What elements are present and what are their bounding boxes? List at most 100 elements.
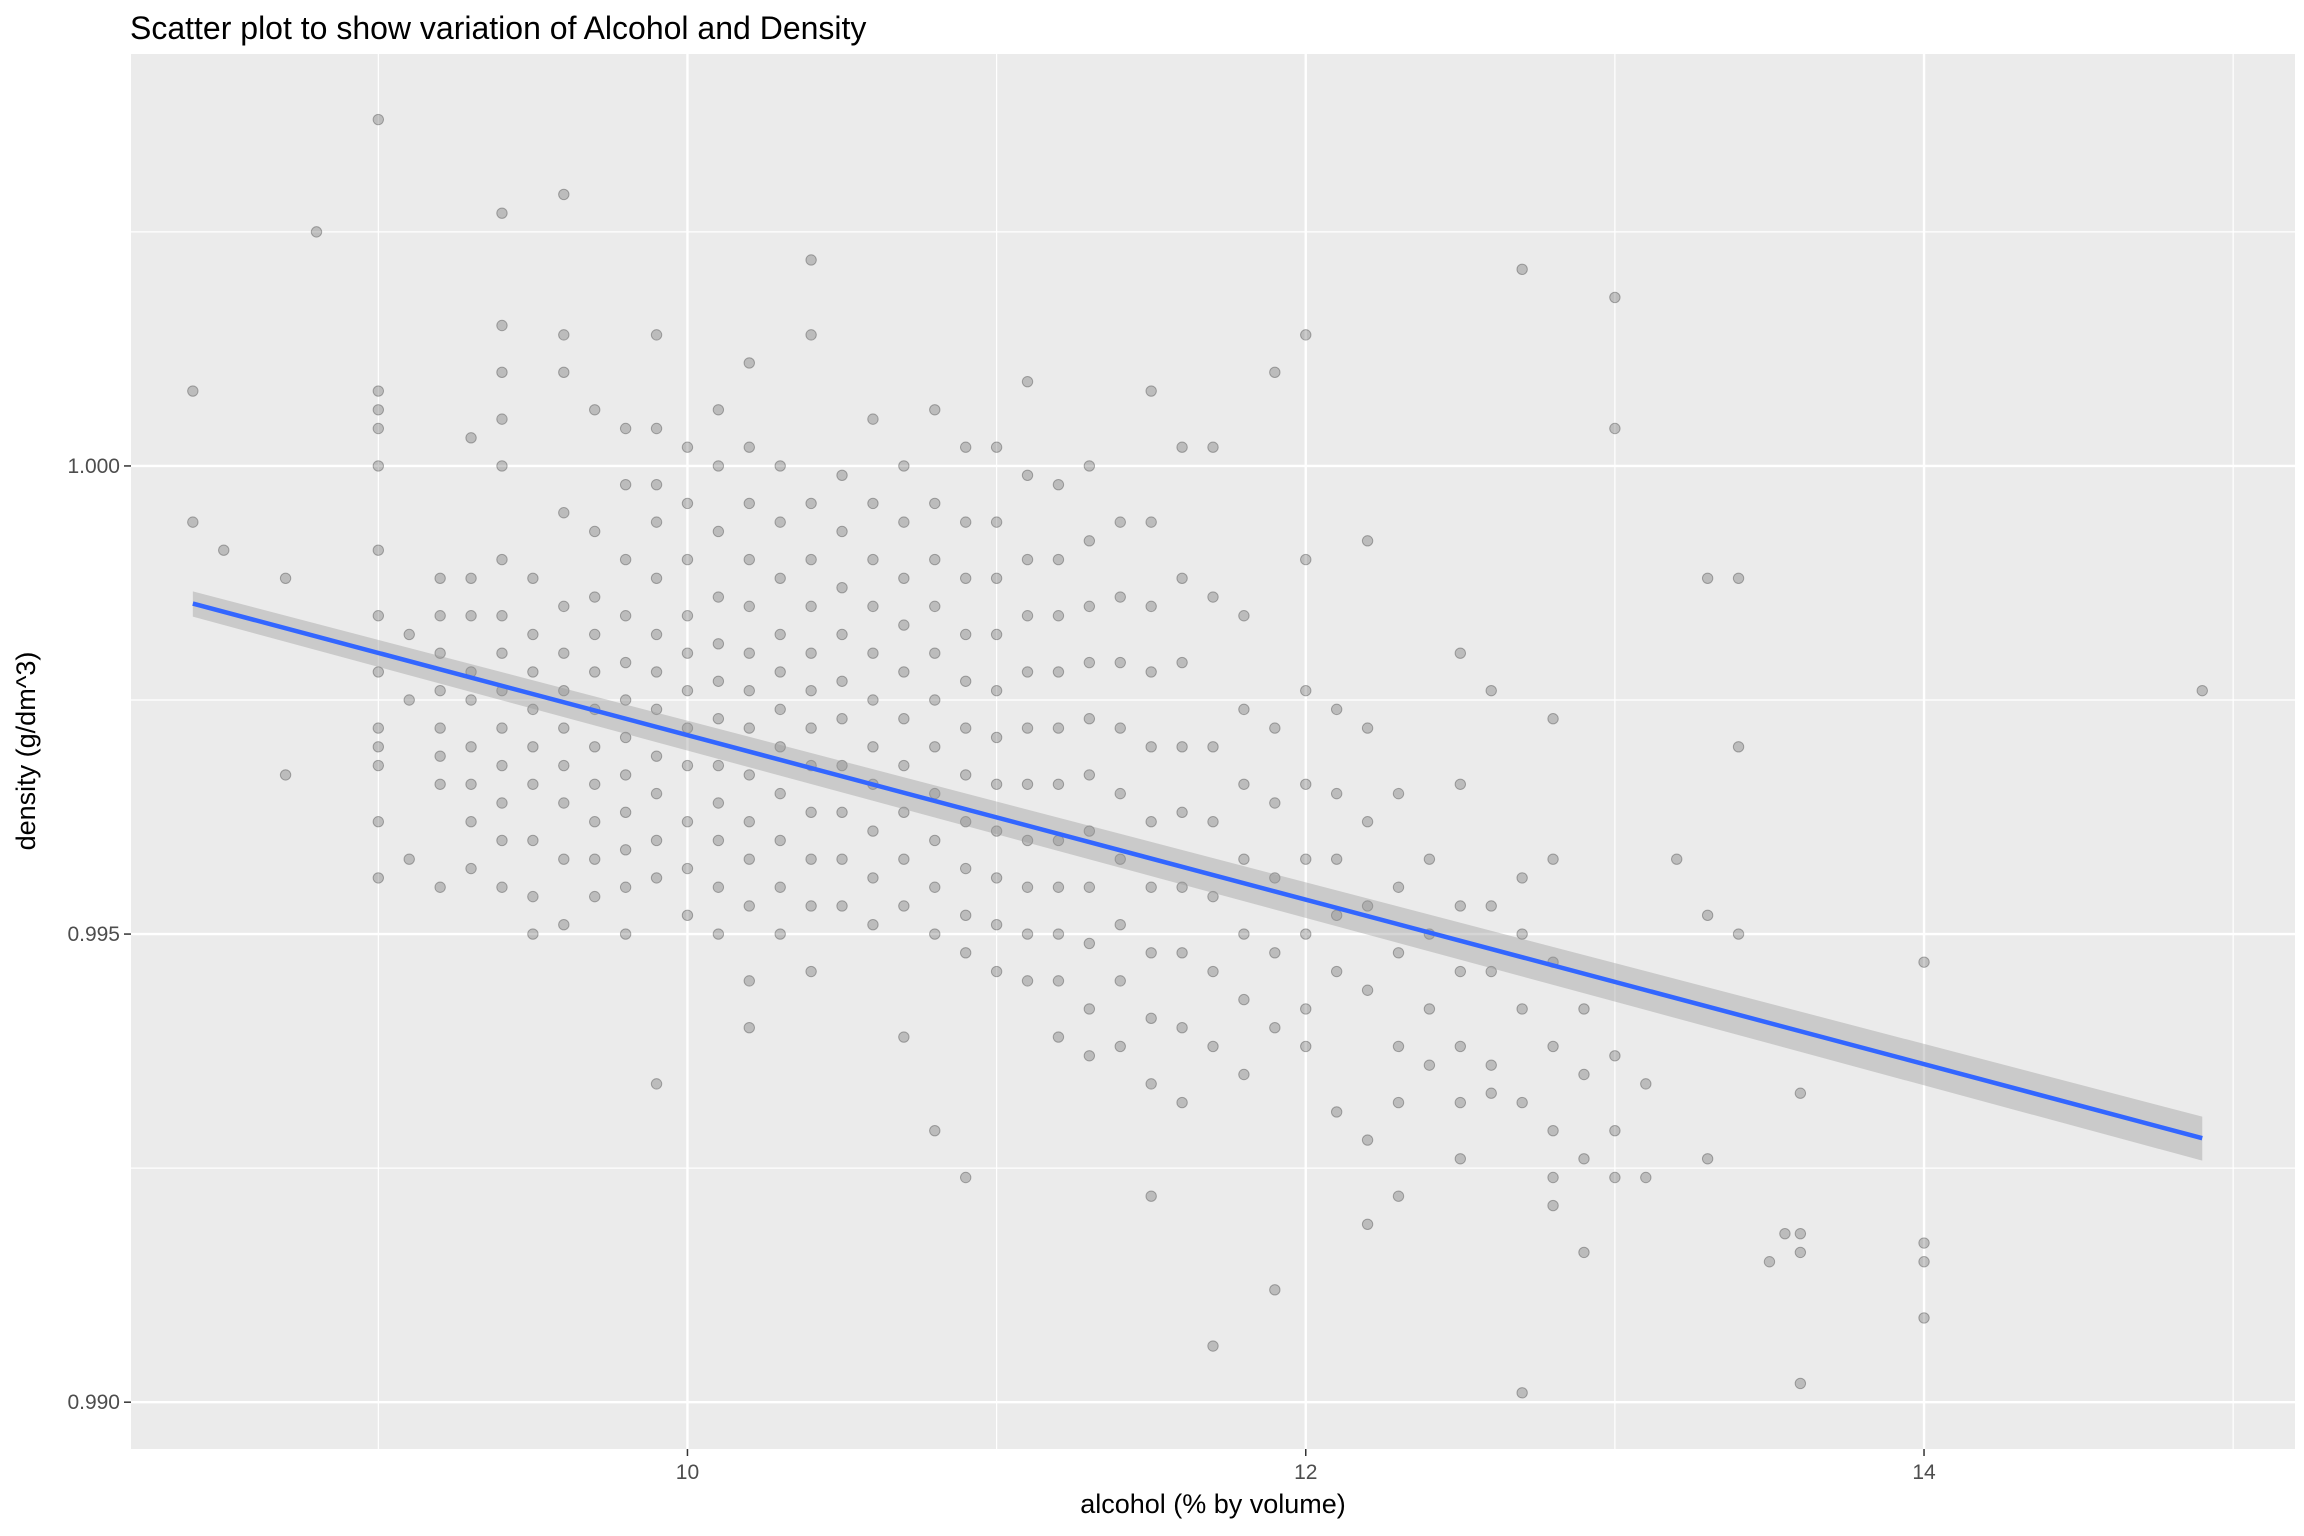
data-point: [1794, 1246, 1807, 1259]
data-point: [619, 610, 632, 622]
data-point: [898, 460, 910, 472]
data-point: [1423, 1003, 1436, 1015]
data-point: [1330, 1106, 1343, 1118]
data-point: [619, 478, 632, 491]
data-point: [1671, 853, 1683, 865]
data-point: [1021, 375, 1034, 388]
data-point: [1238, 778, 1250, 790]
data-point: [558, 329, 570, 341]
data-point: [589, 628, 601, 641]
data-point: [990, 572, 1003, 584]
data-point: [867, 919, 879, 931]
data-point: [1207, 816, 1219, 828]
data-point: [1794, 1227, 1807, 1240]
data-point: [1114, 919, 1126, 931]
data-point: [774, 881, 786, 893]
data-point: [434, 610, 446, 622]
data-point: [496, 207, 508, 219]
data-point: [898, 806, 910, 819]
data-point: [1300, 928, 1312, 940]
data-point: [743, 769, 755, 781]
y-axis-title: density (g/dm^3): [11, 652, 41, 851]
data-point: [465, 862, 477, 875]
data-point: [1547, 713, 1559, 725]
data-point: [1547, 1199, 1559, 1212]
data-point: [1114, 591, 1126, 603]
data-point: [1238, 610, 1250, 622]
data-point: [1361, 1134, 1374, 1146]
data-point: [898, 900, 910, 912]
data-point: [805, 254, 817, 266]
data-point: [650, 750, 663, 762]
data-point: [1640, 1078, 1652, 1090]
data-point: [1361, 722, 1374, 734]
data-point: [959, 628, 972, 641]
data-point: [1300, 329, 1312, 341]
data-point: [1145, 385, 1157, 397]
data-point: [1114, 1040, 1126, 1053]
data-point: [1485, 1059, 1497, 1071]
data-point: [589, 816, 601, 828]
data-point: [743, 722, 755, 734]
data-point: [1392, 787, 1405, 800]
data-point: [774, 516, 786, 528]
data-point: [990, 778, 1003, 790]
data-point: [990, 441, 1003, 453]
data-point: [929, 834, 941, 847]
data-point: [836, 675, 848, 687]
data-point: [1516, 1003, 1528, 1015]
data-point: [434, 647, 446, 659]
data-point: [774, 928, 786, 940]
data-point: [1021, 553, 1034, 566]
data-point: [1083, 881, 1096, 893]
data-point: [403, 694, 415, 706]
data-point: [774, 703, 786, 716]
data-point: [372, 113, 385, 126]
data-point: [372, 610, 385, 622]
data-point: [805, 497, 817, 510]
data-point: [434, 572, 446, 584]
data-point: [1083, 656, 1096, 669]
data-point: [558, 600, 570, 613]
data-point: [650, 666, 663, 678]
data-point: [1640, 1171, 1652, 1184]
data-point: [1238, 703, 1250, 716]
data-point: [1361, 984, 1374, 996]
data-point: [1454, 1153, 1467, 1165]
data-point: [1021, 722, 1034, 734]
data-point: [836, 900, 848, 912]
data-point: [372, 722, 385, 734]
data-point: [1485, 684, 1497, 697]
data-point: [929, 497, 941, 510]
data-point: [589, 404, 601, 416]
data-point: [836, 628, 848, 641]
data-point: [619, 806, 632, 819]
data-point: [619, 694, 632, 706]
data-point: [1516, 872, 1528, 884]
data-point: [712, 460, 725, 472]
data-point: [527, 628, 539, 641]
data-point: [959, 516, 972, 528]
data-point: [1083, 769, 1096, 781]
data-point: [836, 806, 848, 819]
data-point: [650, 329, 663, 341]
data-point: [589, 778, 601, 790]
data-point: [1578, 1153, 1590, 1165]
data-point: [496, 460, 508, 472]
data-point: [1361, 535, 1374, 547]
data-point: [681, 553, 694, 566]
data-point: [990, 516, 1003, 528]
data-point: [1485, 1087, 1497, 1099]
data-point: [372, 872, 385, 884]
data-point: [1207, 890, 1219, 903]
data-point: [650, 787, 663, 800]
data-point: [805, 965, 817, 978]
data-point: [218, 544, 230, 556]
data-point: [403, 853, 415, 865]
data-point: [558, 188, 570, 201]
data-point: [372, 544, 385, 556]
data-point: [465, 610, 477, 622]
data-point: [496, 413, 508, 425]
data-point: [589, 853, 601, 865]
